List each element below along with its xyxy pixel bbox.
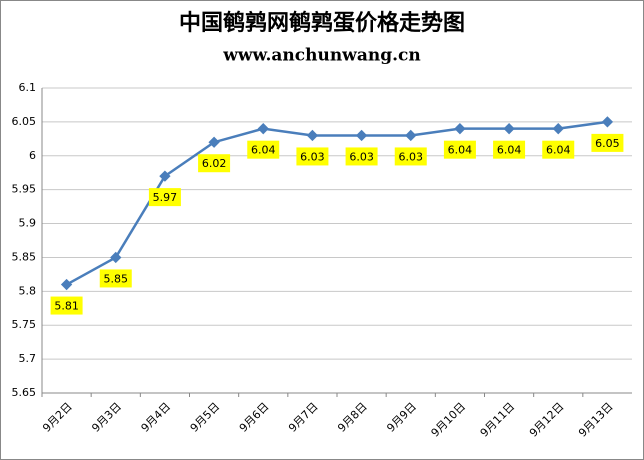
chart-title: 中国鹌鹑网鹌鹑蛋价格走势图 [179, 10, 465, 36]
y-tick-label: 6.1 [19, 81, 37, 94]
value-label: 5.85 [104, 272, 129, 285]
value-label-box [542, 140, 575, 159]
y-tick-label: 5.8 [19, 284, 37, 297]
y-tick-label: 6 [29, 149, 36, 162]
value-label: 6.04 [546, 144, 571, 157]
value-label: 5.97 [153, 191, 178, 204]
value-label-box [394, 147, 427, 166]
value-label: 6.04 [497, 144, 522, 157]
y-tick-label: 5.95 [12, 183, 37, 196]
y-tick-label: 5.75 [12, 318, 37, 331]
value-label-box [443, 140, 476, 159]
value-label-box [247, 140, 280, 159]
value-label-box [296, 147, 329, 166]
marker [405, 129, 417, 142]
value-label-box [148, 188, 181, 207]
y-tick-label: 5.9 [19, 217, 37, 230]
value-label: 5.81 [54, 300, 79, 313]
value-label-box [591, 133, 624, 152]
y-tick-label: 5.7 [19, 352, 37, 365]
value-label: 6.02 [202, 157, 227, 170]
value-label: 6.04 [251, 144, 276, 157]
y-tick-label: 5.85 [12, 250, 37, 263]
value-label: 6.03 [349, 150, 374, 163]
marker [355, 129, 368, 142]
value-label: 6.05 [595, 137, 620, 150]
value-label: 6.03 [399, 150, 424, 163]
value-label-box [99, 269, 132, 288]
marker [454, 123, 466, 135]
value-label: 6.03 [300, 150, 325, 163]
value-label: 6.04 [448, 144, 473, 157]
y-tick-label: 6.05 [12, 115, 37, 128]
marker [159, 170, 171, 182]
value-label-box [50, 296, 83, 315]
value-label-box [345, 147, 378, 166]
y-tick-label: 5.65 [12, 386, 37, 399]
marker [208, 136, 220, 148]
value-label-box [198, 154, 231, 173]
marker [306, 129, 319, 142]
chart-subtitle: www.anchunwang.cn [222, 46, 420, 66]
value-label-box [493, 140, 526, 159]
